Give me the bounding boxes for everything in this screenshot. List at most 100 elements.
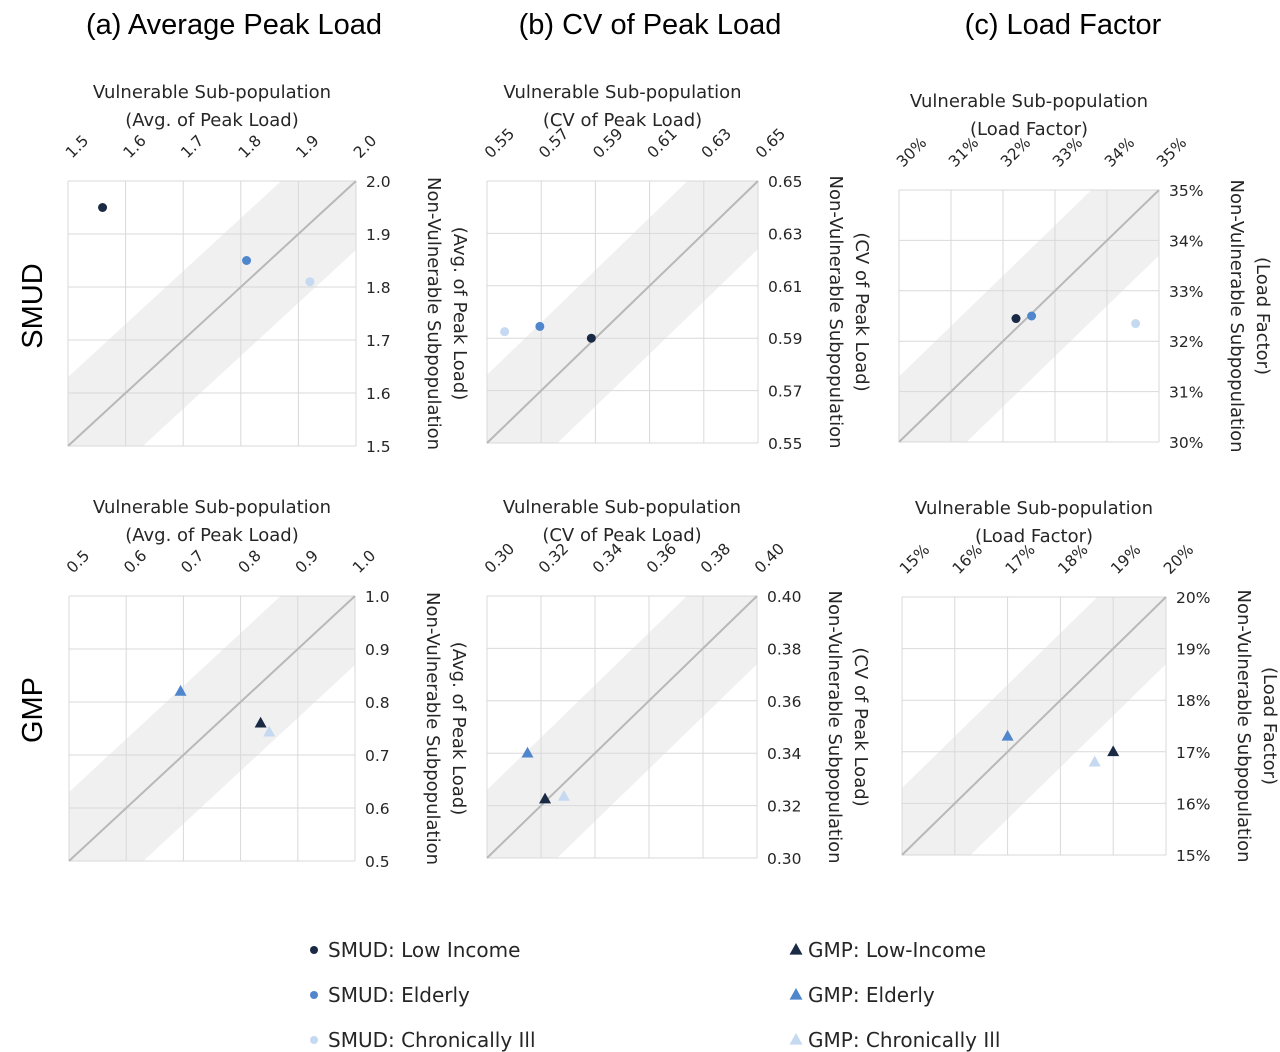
y-tick-label: 34% [1169, 232, 1203, 250]
x-tick-label: 19% [1107, 541, 1144, 578]
x-tick-label: 0.7 [178, 547, 208, 577]
y-axis-label: Non-Vulnerable Subpopulation [824, 590, 845, 863]
data-point-circle [305, 277, 315, 287]
y-tick-label: 0.32 [767, 798, 802, 816]
y-tick-label: 0.5 [365, 853, 390, 871]
data-point-triangle [1088, 755, 1101, 767]
legend-label: SMUD: Low Income [328, 938, 520, 962]
y-tick-label: 35% [1169, 182, 1203, 200]
y-tick-label: 0.8 [365, 694, 390, 712]
y-tick-label: 1.6 [366, 385, 391, 403]
legend-item: GMP: Elderly [789, 983, 935, 1007]
legend-item: GMP: Chronically Ill [789, 1028, 1000, 1052]
y-tick-label: 0.9 [365, 641, 390, 659]
y-axis-label: (Load Factor) [1252, 257, 1273, 375]
y-axis-label: Non-Vulnerable Subpopulation [825, 175, 846, 448]
x-tick-label: 15% [896, 541, 933, 578]
x-tick-label: 0.40 [751, 540, 788, 577]
data-point-triangle [539, 792, 552, 804]
y-tick-label: 0.57 [768, 383, 803, 401]
data-point-triangle [557, 789, 570, 801]
diagonal-line [486, 180, 759, 444]
y-tick-label: 0.55 [768, 435, 803, 453]
legend-item: SMUD: Elderly [310, 983, 470, 1007]
x-tick-label: 1.5 [62, 132, 92, 162]
x-tick-label: 1.0 [349, 547, 379, 577]
y-tick-label: 1.8 [366, 279, 391, 297]
y-axis-label: Non-Vulnerable Subpopulation [1233, 589, 1254, 862]
legend-marker-triangle [789, 942, 803, 955]
y-axis-label: Non-Vulnerable Subpopulation [1226, 179, 1247, 452]
x-tick-label: 1.9 [293, 132, 323, 162]
y-tick-label: 0.40 [767, 588, 802, 606]
x-axis-label: (Load Factor) [975, 526, 1093, 547]
column-title-b: (b) CV of Peak Load [519, 9, 782, 41]
legend-item: SMUD: Chronically Ill [310, 1028, 536, 1052]
data-point-circle [1027, 311, 1037, 321]
y-tick-label: 0.7 [365, 747, 390, 765]
row-label-gmp: GMP [17, 677, 49, 743]
x-tick-label: 0.8 [235, 547, 265, 577]
legend-marker-circle [310, 1036, 318, 1044]
diagonal-line [68, 595, 356, 862]
y-tick-label: 15% [1176, 847, 1210, 865]
y-tick-label: 16% [1176, 795, 1210, 813]
row-label-smud: SMUD [17, 263, 49, 348]
y-tick-label: 0.34 [767, 745, 802, 763]
y-tick-label: 1.5 [366, 438, 391, 456]
data-point-circle [242, 256, 252, 265]
legend-label: GMP: Low-Income [808, 938, 986, 962]
panel-1: 1.5 1.6 1.7 1.8 1.9 2.0 1.5 1.6 1.7 1.8 1.9 2.0 Vuln… [62, 82, 470, 456]
y-tick-label: 17% [1176, 744, 1210, 762]
data-point-circle [98, 203, 108, 212]
y-axis-label: (CV of Peak Load) [850, 647, 871, 806]
y-tick-label: 0.30 [767, 850, 802, 868]
legend-marker-triangle [789, 1032, 803, 1045]
x-tick-label: 35% [1153, 134, 1190, 171]
x-axis-label: (Avg. of Peak Load) [125, 525, 299, 546]
legend-item: GMP: Low-Income [789, 938, 986, 962]
data-point-circle [535, 321, 545, 331]
x-axis-label: Vulnerable Sub-population [93, 497, 331, 518]
column-title-c: (c) Load Factor [965, 9, 1162, 41]
y-axis-label: Non-Vulnerable Subpopulation [422, 592, 443, 865]
y-tick-label: 0.63 [768, 225, 803, 243]
y-tick-label: 19% [1176, 641, 1210, 659]
x-tick-label: 34% [1101, 134, 1138, 171]
y-tick-label: 0.36 [767, 693, 802, 711]
y-tick-label: 0.65 [768, 173, 803, 191]
y-tick-label: 0.38 [767, 640, 802, 658]
x-tick-label: 0.6 [120, 547, 150, 577]
panel-4: 0.5 0.6 0.7 0.8 0.9 1.0 0.5 0.6 0.7 0.8 0.9 1.0 Vuln… [63, 497, 469, 871]
x-axis-label: Vulnerable Sub-population [503, 497, 741, 518]
panel-5: 0.30 0.32 0.34 0.36 0.38 0.400.300.320.340.36… [481, 497, 871, 868]
legend-label: GMP: Elderly [808, 983, 935, 1007]
column-title-a: (a) Average Peak Load [86, 9, 382, 41]
data-point-circle [1011, 314, 1021, 324]
legend-item: SMUD: Low Income [310, 938, 520, 962]
legend-marker-triangle [789, 987, 803, 1000]
y-tick-label: 20% [1176, 589, 1210, 607]
y-tick-label: 31% [1169, 384, 1203, 402]
x-tick-label: 20% [1160, 541, 1197, 578]
x-axis-label: Vulnerable Sub-population [910, 91, 1148, 112]
legend-label: SMUD: Chronically Ill [328, 1028, 536, 1052]
panel-6: 15% 16% 17% 18% 19% 20%15%16%17%18%19%20%Vuln… [896, 498, 1280, 865]
x-axis-label: (CV of Peak Load) [542, 525, 701, 546]
data-point-triangle [1107, 745, 1120, 757]
y-axis-label: (Load Factor) [1259, 667, 1280, 785]
data-point-triangle [174, 684, 187, 696]
y-tick-label: 0.6 [365, 800, 390, 818]
y-tick-label: 18% [1176, 692, 1210, 710]
x-tick-label: 0.30 [481, 540, 518, 577]
x-tick-label: 1.6 [120, 132, 150, 162]
x-tick-label: 0.65 [752, 125, 789, 162]
x-tick-label: 0.38 [697, 540, 734, 577]
data-point-triangle [263, 725, 276, 737]
x-axis-label: (Load Factor) [970, 119, 1088, 140]
y-axis-label: (Avg. of Peak Load) [449, 227, 470, 401]
x-tick-label: 1.8 [235, 132, 265, 162]
x-tick-label: 0.9 [292, 547, 322, 577]
x-tick-label: 2.0 [350, 132, 380, 162]
y-tick-label: 1.7 [366, 332, 391, 350]
